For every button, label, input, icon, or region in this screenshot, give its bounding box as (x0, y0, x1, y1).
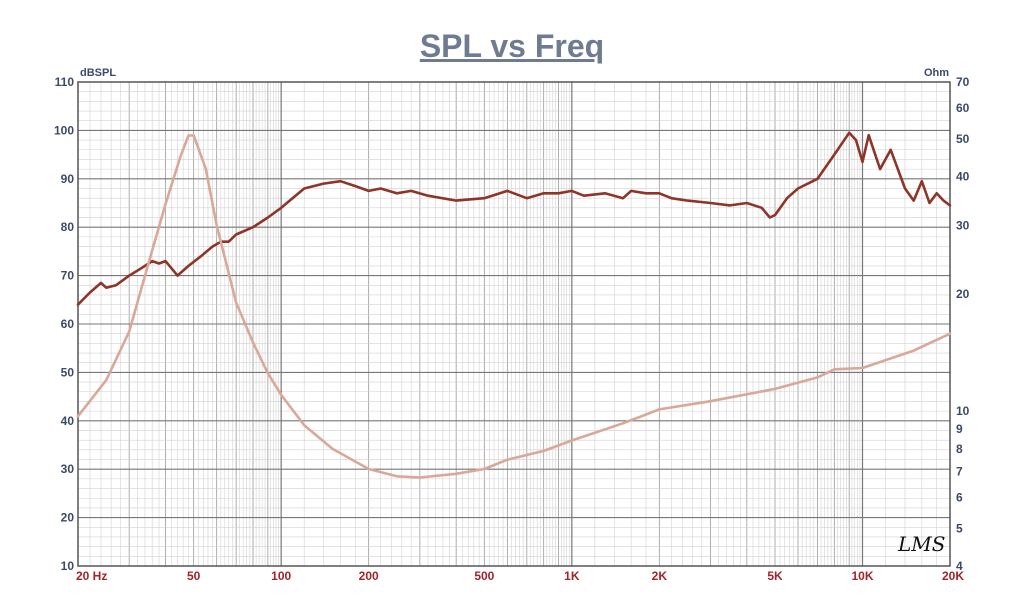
right-tick-label: 40 (956, 170, 970, 184)
x-tick-label: 50 (187, 569, 201, 583)
right-axis-unit: Ohm (924, 67, 949, 79)
x-tick-label: 100 (271, 569, 291, 583)
x-tick-label: 5K (767, 569, 783, 583)
chart-title: SPL vs Freq (419, 28, 605, 64)
right-tick-label: 5 (956, 521, 963, 535)
right-axis-ticks: 70 60 50 40 30 20 10 9 8 7 6 5 4 (956, 75, 970, 573)
right-tick-label: 4 (956, 559, 963, 573)
spl-curve (76, 131, 952, 306)
right-tick-label: 60 (956, 101, 970, 115)
left-tick-label: 70 (61, 269, 75, 283)
lms-watermark: LMS (898, 532, 946, 556)
right-tick-label: 6 (956, 490, 963, 504)
left-tick-label: 80 (61, 220, 75, 234)
x-tick-label: 200 (359, 569, 379, 583)
series-layer (76, 131, 952, 479)
plot-border (77, 81, 951, 567)
left-tick-label: 60 (61, 317, 75, 331)
left-axis-ticks: 110 100 90 80 70 60 50 40 30 20 10 (54, 75, 74, 573)
left-tick-label: 20 (61, 511, 75, 525)
left-tick-label: 10 (61, 559, 75, 573)
x-tick-label: 1K (564, 569, 580, 583)
x-axis-ticks: 20 Hz 50 100 200 500 1K 2K 5K 10K 20K (76, 569, 964, 583)
left-tick-label: 30 (61, 462, 75, 476)
x-tick-label: 20 Hz (76, 569, 107, 583)
left-tick-label: 40 (61, 414, 75, 428)
left-tick-label: 90 (61, 172, 75, 186)
left-tick-label: 50 (61, 365, 75, 379)
impedance-curve (76, 134, 952, 479)
right-tick-label: 70 (956, 75, 970, 89)
right-tick-label: 30 (956, 218, 970, 232)
right-tick-label: 10 (956, 404, 970, 418)
x-tick-label: 2K (652, 569, 668, 583)
left-tick-label: 100 (54, 123, 74, 137)
right-tick-label: 20 (956, 287, 970, 301)
right-tick-label: 50 (956, 132, 970, 146)
right-tick-label: 9 (956, 422, 963, 436)
x-tick-label: 20K (942, 569, 964, 583)
right-tick-label: 8 (956, 442, 963, 456)
left-tick-label: 110 (55, 75, 75, 89)
x-tick-label: 10K (851, 569, 873, 583)
right-tick-label: 7 (956, 464, 963, 478)
left-axis-unit: dBSPL (80, 67, 116, 79)
x-tick-label: 500 (474, 569, 494, 583)
